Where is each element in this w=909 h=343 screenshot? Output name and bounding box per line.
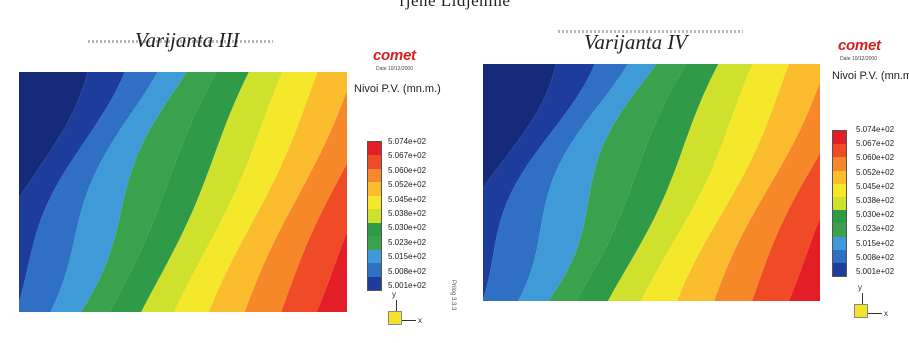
top-caption: rjene Lidjenine xyxy=(399,0,511,10)
contour-band xyxy=(19,72,125,303)
contour-band xyxy=(483,64,595,300)
contour-band xyxy=(244,90,347,312)
legend-swatch xyxy=(833,157,846,171)
contour-plot-2 xyxy=(483,64,820,301)
contour-band xyxy=(676,64,820,301)
contour-band xyxy=(19,72,158,312)
axis-icon-1: y x xyxy=(384,290,424,330)
legend-swatch xyxy=(833,196,846,211)
legend-label: 5.001e+02 xyxy=(856,266,895,276)
legend-swatch xyxy=(833,131,846,145)
legend-label: 5.052e+02 xyxy=(856,167,895,177)
contour-plot-1 xyxy=(19,72,347,312)
title-noise xyxy=(88,40,273,43)
legend-title-2: Nivoi P.V. (mn.m.) xyxy=(832,70,909,82)
legend-colorbar-1 xyxy=(367,141,382,291)
legend-labels-1: 5.074e+02 5.067e+02 5.060e+02 5.052e+02 5.04… xyxy=(388,138,426,290)
legend-label: 5.015e+02 xyxy=(856,238,895,248)
contour-band xyxy=(208,72,347,312)
legend-swatch xyxy=(368,209,381,223)
legend-label: 5.074e+02 xyxy=(856,125,895,134)
contour-band xyxy=(281,163,347,312)
legend-swatch xyxy=(368,222,381,237)
contour-band xyxy=(518,64,657,301)
axis-x-label: x xyxy=(418,316,422,325)
contour-band xyxy=(81,72,217,312)
legend-label: 5.001e+02 xyxy=(388,280,427,290)
axis-x-label: x xyxy=(884,309,888,318)
legend-swatch xyxy=(368,182,381,196)
contour-band xyxy=(50,72,187,312)
legend-labels-2: 5.074e+02 5.067e+02 5.060e+02 5.052e+02 5.04… xyxy=(856,126,894,276)
legend-swatch xyxy=(833,223,846,237)
legend-label: 5.030e+02 xyxy=(856,210,895,220)
title-noise xyxy=(558,30,743,33)
legend-swatch xyxy=(833,249,846,263)
contour-band xyxy=(483,64,557,188)
legend-label: 5.008e+02 xyxy=(388,266,427,276)
contour-band xyxy=(641,64,789,301)
contour-band xyxy=(607,64,753,301)
brand-date-1: Date 10/12/2000 xyxy=(376,66,413,72)
legend-swatch xyxy=(833,210,846,224)
contour-band xyxy=(141,72,283,312)
contour-band xyxy=(174,72,318,312)
legend-label: 5.060e+02 xyxy=(388,165,427,175)
contour-band xyxy=(714,82,820,301)
brand-date-2: Date 10/12/2000 xyxy=(840,56,877,62)
legend-swatch xyxy=(833,262,846,277)
legend-swatch xyxy=(368,168,381,183)
legend-swatch xyxy=(368,195,381,210)
legend-label: 5.038e+02 xyxy=(856,195,895,205)
legend-swatch xyxy=(368,142,381,156)
legend-label: 5.067e+02 xyxy=(388,151,427,161)
panel-2-title: Varijanta IV xyxy=(584,30,688,54)
legend-swatch xyxy=(833,183,846,197)
legend-swatch xyxy=(833,144,846,158)
legend-label: 5.067e+02 xyxy=(856,139,895,149)
contour-band xyxy=(109,72,249,312)
panel-1-title: Varijanta III xyxy=(135,28,240,52)
legend-label: 5.045e+02 xyxy=(388,194,427,204)
legend-swatch xyxy=(833,236,846,250)
legend-label: 5.074e+02 xyxy=(388,137,427,146)
side-text: Prilog 3.3.3 xyxy=(450,280,456,311)
contour-band xyxy=(19,72,88,199)
contour-band xyxy=(316,232,347,312)
legend-swatch xyxy=(368,263,381,277)
legend-swatch xyxy=(368,155,381,169)
legend-label: 5.052e+02 xyxy=(388,180,427,190)
brand-logo-1: comet xyxy=(373,47,416,64)
legend-label: 5.038e+02 xyxy=(388,208,427,218)
contour-band xyxy=(788,218,820,301)
axis-y-label: y xyxy=(858,283,862,292)
contour-band xyxy=(752,153,820,301)
legend-title-1: Nivoi P.V. (mn.m.) xyxy=(354,83,441,95)
axis-y-label: y xyxy=(392,290,396,299)
contour-band xyxy=(576,64,719,301)
legend-label: 5.015e+02 xyxy=(388,252,427,262)
legend-colorbar-2 xyxy=(832,130,847,277)
legend-swatch xyxy=(368,249,381,264)
legend-label: 5.023e+02 xyxy=(856,224,895,234)
legend-label: 5.023e+02 xyxy=(388,237,427,247)
legend-label: 5.045e+02 xyxy=(856,181,895,191)
legend-swatch xyxy=(368,276,381,290)
legend-swatch xyxy=(833,170,846,184)
legend-label: 5.008e+02 xyxy=(856,252,895,262)
contour-band xyxy=(548,64,686,301)
legend-swatch xyxy=(368,236,381,250)
contour-band xyxy=(483,64,629,301)
brand-logo-2: comet xyxy=(838,37,881,54)
legend-label: 5.060e+02 xyxy=(856,153,895,163)
axis-icon-2: y x xyxy=(850,283,890,323)
legend-label: 5.030e+02 xyxy=(388,223,427,233)
